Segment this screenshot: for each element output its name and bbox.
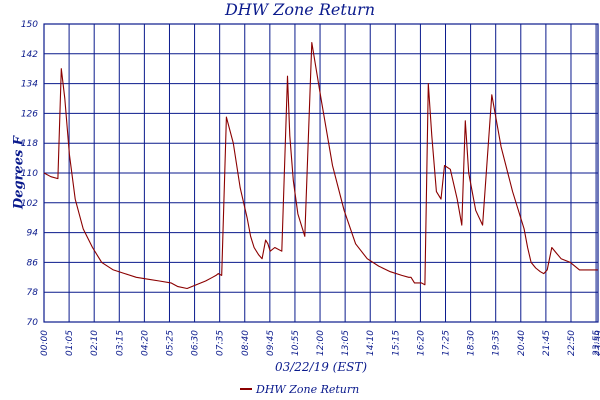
x-tick-label: 23:55 (592, 330, 600, 356)
y-tick-label: 110 (21, 169, 38, 179)
x-tick-label: 05:25 (165, 330, 175, 356)
x-tick-label: 16:20 (416, 330, 426, 356)
x-tick-label: 06:30 (191, 330, 201, 356)
x-tick-labels: 00:00 01:05 02:10 03:15 04:20 05:25 06:30 07:35… (40, 330, 600, 356)
x-tick-label: 18:30 (467, 330, 477, 356)
y-tick-label: 70 (27, 318, 39, 328)
x-tick-label: 02:10 (90, 330, 100, 356)
y-tick-label: 94 (27, 229, 39, 239)
x-tick-label: 12:00 (316, 330, 326, 356)
y-tick-label: 126 (21, 109, 38, 119)
y-tick-labels: 70 78 86 94 102 110 118 126 134 142 150 (21, 20, 38, 328)
legend-swatch (240, 388, 252, 390)
y-tick-label: 86 (27, 258, 39, 268)
y-tick-label: 134 (21, 80, 38, 90)
x-tick-label: 21:45 (542, 330, 552, 356)
x-tick-label: 03:15 (115, 330, 125, 356)
x-tick-label: 22:50 (567, 330, 577, 356)
legend: DHW Zone Return (240, 381, 359, 397)
y-tick-label: 118 (21, 139, 38, 149)
x-tick-label: 01:05 (65, 330, 75, 356)
x-tick-label: 07:35 (216, 330, 226, 356)
x-tick-label: 09:45 (266, 330, 276, 356)
x-tick-label: 23:59 (594, 330, 600, 356)
chart-title: DHW Zone Return (224, 0, 376, 19)
x-tick-label: 14:10 (366, 330, 376, 356)
x-tick-label: 10:55 (291, 330, 301, 356)
x-tick-label: 20:40 (517, 330, 527, 356)
x-tick-label: 00:00 (40, 330, 50, 356)
y-tick-label: 150 (21, 20, 38, 30)
y-tick-label: 102 (21, 199, 38, 209)
series-line-dhw-zone-return (43, 42, 598, 290)
x-tick-label: 19:35 (492, 330, 502, 356)
x-tick-label: 17:25 (442, 330, 452, 356)
series-layer (43, 42, 598, 290)
x-axis-label: 03/22/19 (EST) (274, 360, 368, 374)
x-tick-label: 04:20 (140, 330, 150, 356)
y-tick-label: 142 (21, 50, 38, 60)
x-tick-label: 15:15 (391, 330, 401, 356)
x-tick-label: 13:05 (341, 330, 351, 356)
y-tick-label: 78 (27, 288, 39, 298)
chart-grid (43, 23, 599, 323)
legend-label: DHW Zone Return (256, 382, 360, 396)
x-tick-label: 08:40 (241, 330, 251, 356)
